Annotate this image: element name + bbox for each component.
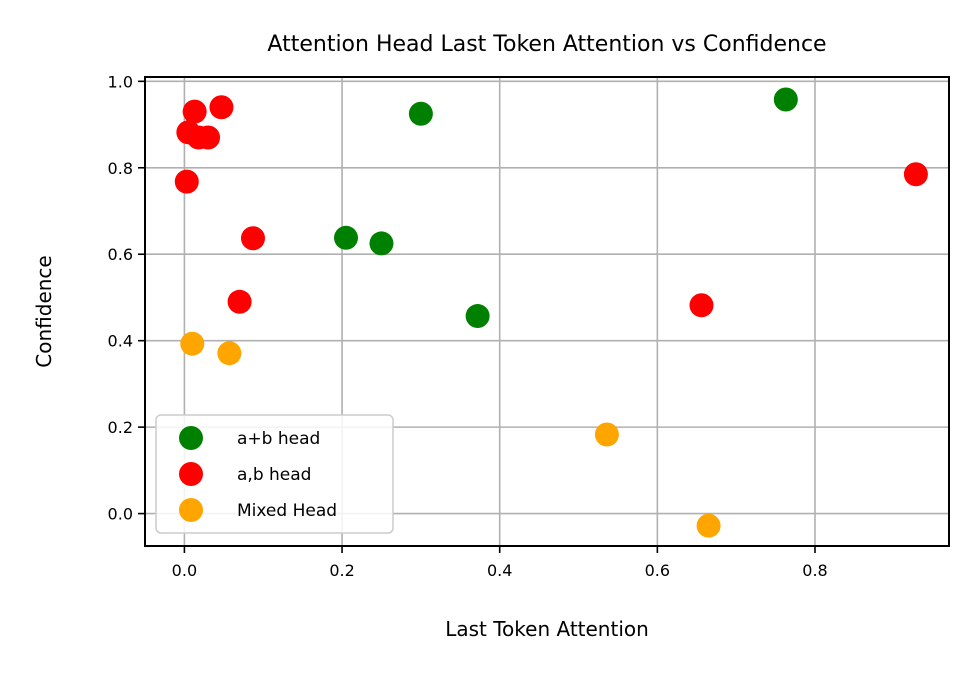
scatter-point [217,341,242,366]
chart-title: Attention Head Last Token Attention vs C… [267,32,826,57]
scatter-point [408,101,433,126]
x-tick-label: 0.6 [645,561,670,580]
scatter-point [182,99,207,124]
x-tick-label: 0.2 [329,561,354,580]
scatter-point [903,162,928,187]
plot-frame [144,76,950,547]
data-points [174,87,928,538]
y-tick-label: 0.6 [108,245,133,264]
scatter-point [180,331,205,356]
scatter-point [773,87,798,112]
scatter-point [196,125,221,150]
y-tick-label: 0.2 [108,418,133,437]
legend-label: a,b head [237,465,311,485]
y-tick-label: 0.8 [108,159,133,178]
scatter-point [594,422,619,447]
scatter-point [369,231,394,256]
axis-ticks: 0.0 0.2 0.4 0.6 0.8 0.0 0.2 0.4 0.6 0.8 1.0 [108,72,828,580]
legend-marker [179,426,203,450]
scatter-point [209,95,234,120]
scatter-point [689,293,714,318]
y-tick-label: 0.0 [108,505,133,524]
legend-marker [179,462,203,486]
scatter-point [696,513,721,538]
x-tick-label: 0.0 [172,561,197,580]
y-tick-label: 0.4 [108,332,133,351]
scatter-point [227,289,252,314]
scatter-point [465,304,490,329]
y-tick-label: 1.0 [108,72,133,91]
legend: a+b head a,b head Mixed Head [155,414,394,534]
x-tick-label: 0.4 [487,561,512,580]
x-axis-label: Last Token Attention [445,617,649,641]
legend-label: Mixed Head [237,501,337,521]
x-tick-label: 0.8 [802,561,827,580]
scatter-point [240,226,265,251]
scatter-point [334,225,358,250]
legend-label: a+b head [237,429,320,449]
legend-frame [155,414,394,534]
legend-marker [179,498,203,522]
y-axis-label: Confidence [32,255,56,367]
scatter-point [174,169,199,194]
